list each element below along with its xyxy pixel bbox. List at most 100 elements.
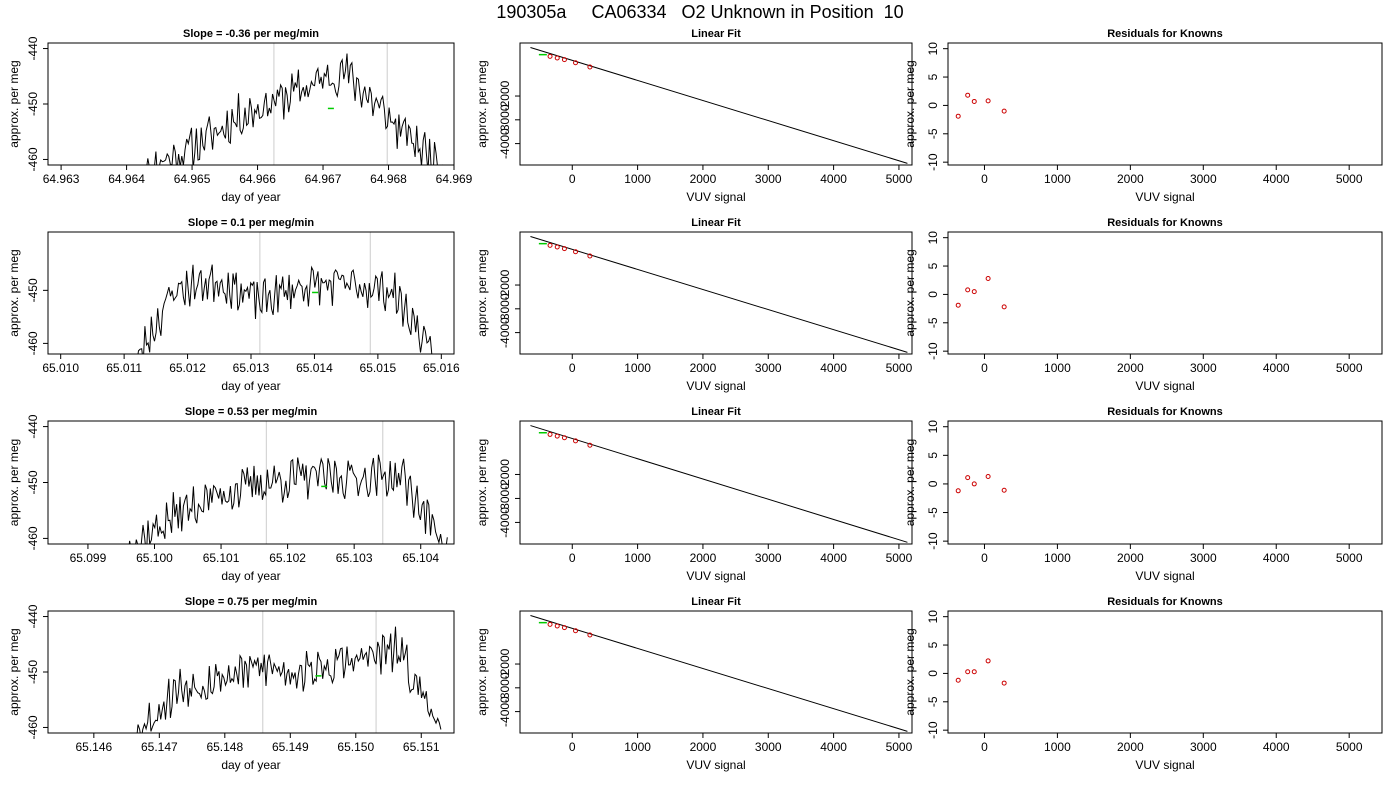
y-tick-label: -460 — [26, 147, 40, 171]
panel-1-3: Residuals for Knowns 0 1000 2000 3000 4000 500… — [903, 28, 1383, 204]
panel-title: Residuals for Knowns — [1107, 217, 1223, 229]
residual-point — [955, 488, 961, 494]
plot-frame — [519, 610, 913, 734]
x-tick-label: 65.147 — [141, 740, 178, 754]
x-tick-label: 3000 — [1190, 361, 1217, 375]
x-tick-label: 3000 — [755, 172, 782, 186]
x-tick-label: 3000 — [755, 551, 782, 565]
x-tick-label: 3000 — [755, 361, 782, 375]
x-tick-label: 65.146 — [75, 740, 112, 754]
y-axis-label: approx. per meg — [475, 439, 489, 526]
y-tick-label: -450 — [26, 470, 40, 494]
x-tick-label: 64.963 — [43, 172, 80, 186]
x-tick-label: 4000 — [1263, 172, 1290, 186]
y-axis-label: approx. per meg — [475, 249, 489, 336]
panel-4-3: Residuals for Knowns 0 1000 2000 3000 4000 500… — [903, 596, 1383, 772]
y-tick-label: -2000 — [498, 459, 512, 490]
panel-2-3: Residuals for Knowns 0 1000 2000 3000 4000 500… — [903, 217, 1383, 393]
residual-point — [1001, 108, 1007, 114]
x-tick-label: 0 — [569, 361, 576, 375]
known-point — [573, 249, 579, 255]
x-tick-label: 1000 — [624, 361, 651, 375]
x-tick-label: 64.966 — [239, 172, 276, 186]
y-tick-label: -2000 — [498, 80, 512, 111]
residual-point — [971, 481, 977, 487]
x-tick-label: 0 — [981, 172, 988, 186]
y-axis-label: approx. per meg — [903, 249, 917, 336]
x-axis-label: day of year — [221, 379, 280, 393]
plot-frame — [519, 420, 913, 545]
x-tick-label: 65.010 — [42, 361, 79, 375]
x-tick-label: 65.011 — [106, 361, 142, 375]
x-tick-label: 3000 — [1190, 740, 1217, 754]
x-tick-label: 65.151 — [403, 740, 440, 754]
known-point — [573, 438, 579, 444]
y-axis-label: approx. per meg — [7, 628, 21, 715]
y-tick-label: -3000 — [498, 293, 512, 324]
x-tick-label: 1000 — [1044, 740, 1071, 754]
y-tick-label: -5 — [926, 696, 940, 707]
known-point — [547, 621, 553, 627]
residual-point — [955, 677, 961, 683]
residual-point — [971, 669, 977, 675]
panel-title: Linear Fit — [691, 596, 741, 608]
panel-3-2: Linear Fit 0 1000 2000 3000 4000 5000 -2000-300… — [475, 406, 913, 583]
known-point — [573, 60, 579, 66]
known-point — [547, 242, 553, 248]
panel-title: Residuals for Knowns — [1107, 596, 1223, 608]
x-tick-label: 65.101 — [203, 551, 240, 565]
y-tick-label: 5 — [926, 73, 940, 80]
y-tick-label: -440 — [26, 604, 40, 628]
panel-title: Linear Fit — [691, 406, 741, 418]
known-point — [573, 628, 579, 634]
x-tick-label: 0 — [569, 172, 576, 186]
known-point — [561, 625, 567, 631]
x-tick-label: 1000 — [1044, 551, 1071, 565]
x-tick-label: 2000 — [690, 361, 717, 375]
y-tick-label: 0 — [926, 670, 940, 677]
residual-point — [985, 98, 991, 104]
panel-title: Residuals for Knowns — [1107, 28, 1223, 40]
x-tick-label: 65.150 — [337, 740, 374, 754]
y-tick-label: 5 — [926, 262, 940, 269]
y-tick-label: -450 — [26, 660, 40, 684]
residual-point — [965, 92, 971, 98]
x-tick-label: 4000 — [1263, 361, 1290, 375]
x-tick-label: 64.965 — [174, 172, 211, 186]
x-tick-label: 5000 — [886, 551, 913, 565]
x-tick-label: 0 — [569, 740, 576, 754]
x-tick-label: 4000 — [820, 551, 847, 565]
x-axis-label: VUV signal — [686, 190, 745, 204]
plot-area — [955, 276, 1007, 310]
panel-2-2: Linear Fit 0 1000 2000 3000 4000 5000 -2000-300… — [475, 217, 913, 393]
x-axis-label: VUV signal — [1135, 190, 1194, 204]
x-tick-label: 2000 — [1117, 361, 1144, 375]
y-tick-label: -460 — [26, 331, 40, 355]
y-axis-label: approx. per meg — [7, 249, 21, 336]
plot-frame — [519, 231, 913, 355]
y-tick-label: -3000 — [498, 672, 512, 703]
x-axis-label: VUV signal — [686, 758, 745, 772]
y-tick-label: -10 — [926, 153, 940, 171]
x-tick-label: 65.015 — [360, 361, 397, 375]
panel-title: Linear Fit — [691, 28, 741, 40]
x-tick-label: 5000 — [886, 361, 913, 375]
known-point — [554, 244, 560, 250]
x-tick-label: 65.104 — [402, 551, 439, 565]
known-point — [587, 253, 593, 259]
y-tick-label: 10 — [926, 231, 940, 245]
x-tick-label: 65.014 — [296, 361, 333, 375]
x-tick-label: 65.013 — [233, 361, 270, 375]
x-tick-label: 65.102 — [269, 551, 306, 565]
plot-area — [530, 236, 908, 353]
y-tick-label: -3000 — [498, 104, 512, 135]
y-tick-label: -10 — [926, 721, 940, 739]
residual-point — [955, 113, 961, 119]
plot-area — [136, 611, 442, 733]
x-tick-label: 64.964 — [108, 172, 145, 186]
plot-area — [530, 615, 908, 732]
y-tick-label: -2000 — [498, 648, 512, 679]
x-tick-label: 5000 — [1336, 172, 1363, 186]
residual-point — [985, 473, 991, 479]
panel-title: Linear Fit — [691, 217, 741, 229]
